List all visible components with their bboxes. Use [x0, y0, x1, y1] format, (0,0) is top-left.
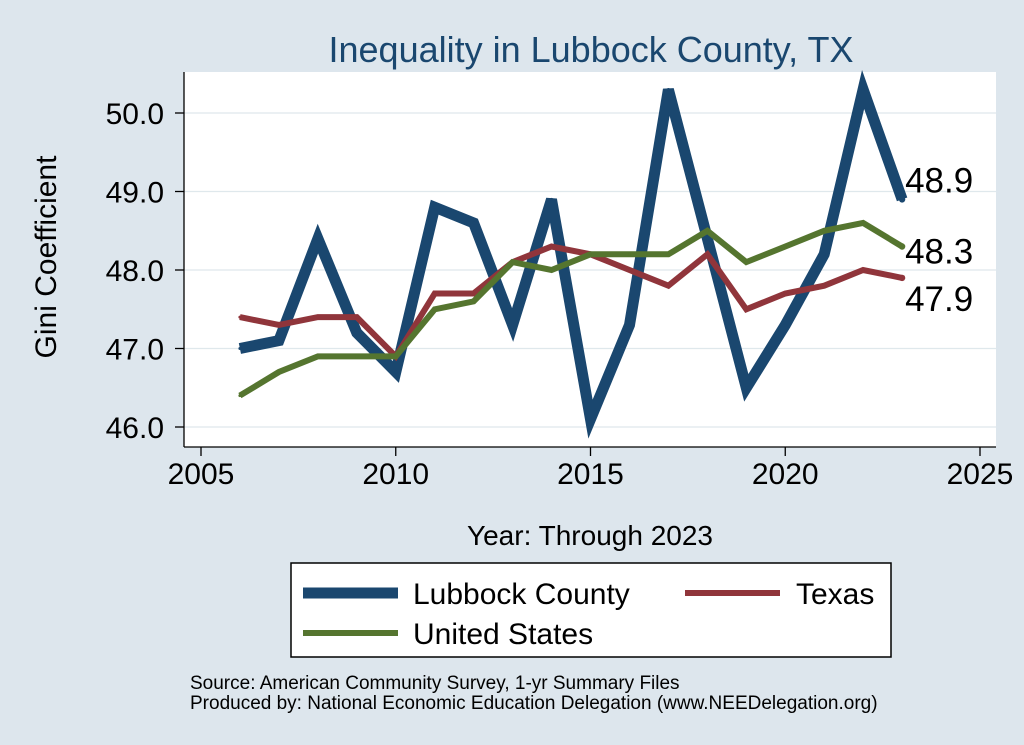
data-point-texas-2009	[355, 315, 359, 319]
series-line-texas	[239, 243, 903, 362]
data-point-united-states-2023	[898, 243, 906, 250]
data-point-united-states-2020	[783, 245, 787, 248]
x-axis-title: Year: Through 2023	[467, 520, 713, 551]
series-line-united-states	[238, 219, 904, 399]
data-point-texas-2018	[705, 252, 709, 256]
data-point-texas-2017	[666, 284, 670, 288]
data-point-texas-2022	[861, 268, 865, 272]
series-points-lubbock-county	[238, 88, 906, 421]
data-point-united-states-2021	[822, 229, 826, 233]
data-point-united-states-2015	[589, 252, 592, 256]
data-point-united-states-2007	[277, 370, 281, 374]
data-point-texas-2008	[316, 315, 320, 319]
data-point-texas-2021	[822, 284, 826, 288]
data-point-united-states-2013	[511, 260, 515, 264]
y-tick-label: 49.0	[106, 177, 164, 210]
data-point-united-states-2010	[394, 354, 398, 358]
data-point-texas-2016	[628, 268, 631, 272]
data-point-lubbock-county-2009	[355, 331, 359, 335]
data-point-lubbock-county-2008	[316, 237, 320, 241]
legend-label-texas: Texas	[796, 578, 874, 611]
data-point-texas-2012	[472, 292, 476, 295]
x-tick-label: 2020	[752, 458, 819, 491]
y-tick-label: 48.0	[106, 255, 164, 288]
x-tick-label: 2015	[557, 458, 624, 491]
y-tick-label: 50.0	[106, 98, 164, 131]
y-tick-label: 47.0	[106, 334, 164, 367]
end-label-texas: 47.9	[905, 280, 973, 319]
data-point-united-states-2014	[550, 268, 553, 272]
data-point-texas-2007	[277, 323, 281, 327]
data-point-united-states-2011	[433, 307, 437, 311]
data-point-lubbock-county-2013	[511, 323, 515, 327]
chart-title: Inequality in Lubbock County, TX	[329, 29, 854, 70]
data-point-lubbock-county-2021	[822, 252, 826, 256]
data-point-lubbock-county-2012	[472, 221, 476, 225]
legend-label-lubbock-county: Lubbock County	[413, 578, 630, 611]
producer-note: Produced by: National Economic Education…	[190, 693, 878, 714]
legend: Lubbock County Texas United States	[290, 562, 892, 658]
y-tick-label: 46.0	[106, 412, 164, 445]
axes: 46.0 47.0 48.0 49.0 50.0 2005 2010 2015 2020 2025	[106, 72, 1014, 491]
end-labels: 48.9 47.9 48.3	[905, 161, 973, 319]
y-axis-title: Gini Coefficient	[30, 155, 63, 359]
data-point-united-states-2018	[705, 229, 709, 233]
data-point-lubbock-county-2011	[433, 205, 437, 209]
data-point-lubbock-county-2014	[550, 197, 553, 201]
data-point-texas-2006	[238, 315, 242, 319]
data-point-lubbock-county-2017	[666, 88, 670, 91]
data-point-lubbock-county-2016	[628, 323, 631, 327]
data-point-lubbock-county-2023	[898, 196, 906, 203]
data-point-lubbock-county-2018	[705, 237, 709, 241]
series	[238, 70, 908, 439]
data-point-united-states-2016	[628, 252, 631, 256]
legend-box	[290, 562, 892, 658]
data-point-united-states-2008	[316, 354, 320, 358]
x-tick-label: 2010	[362, 458, 429, 491]
data-point-united-states-2012	[472, 299, 476, 303]
data-point-lubbock-county-2007	[277, 339, 281, 343]
data-point-texas-2019	[744, 307, 748, 311]
data-point-united-states-2017	[666, 252, 670, 256]
data-point-united-states-2019	[744, 260, 748, 264]
end-label-lubbock-county: 48.9	[905, 161, 973, 200]
data-point-united-states-2022	[861, 221, 865, 225]
series-points-united-states	[238, 221, 906, 398]
data-point-texas-2023	[898, 274, 906, 282]
data-point-lubbock-county-2015	[589, 417, 592, 421]
x-tick-label: 2025	[947, 458, 1014, 491]
data-point-lubbock-county-2006	[238, 347, 242, 350]
data-point-lubbock-county-2020	[783, 323, 787, 327]
plot-region	[184, 72, 996, 447]
data-point-texas-2014	[550, 245, 553, 248]
data-point-texas-2020	[783, 292, 787, 295]
legend-label-united-states: United States	[413, 618, 593, 651]
data-point-lubbock-county-2019	[744, 386, 748, 390]
source-note: Source: American Community Survey, 1-yr …	[190, 673, 680, 694]
data-point-united-states-2009	[355, 354, 359, 358]
data-point-lubbock-county-2010	[394, 370, 398, 374]
data-point-lubbock-county-2022	[861, 88, 865, 91]
data-point-united-states-2006	[238, 394, 242, 398]
x-tick-label: 2005	[168, 458, 235, 491]
data-point-texas-2011	[433, 292, 437, 295]
end-label-united-states: 48.3	[905, 233, 973, 272]
